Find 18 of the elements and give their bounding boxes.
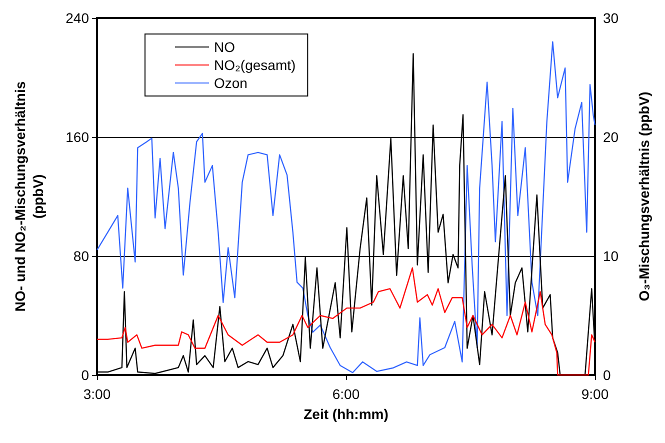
y-tick-label: 160	[66, 129, 90, 145]
y-tick-label: 80	[73, 248, 90, 264]
legend-label: NO₂(gesamt)	[214, 57, 296, 73]
y2-tick-label: 0	[603, 367, 611, 383]
y-tick-label: 0	[81, 367, 90, 383]
x-axis-title: Zeit (hh:mm)	[304, 406, 388, 422]
y2-axis-title: O₃-Mischungsverhältnis (ppbV)	[636, 92, 652, 302]
y-axis-title: NO- und NO₂-Mischungsverhältnis (ppbV)	[12, 81, 46, 312]
legend-label: Ozon	[214, 75, 248, 91]
x-tick-label: 9:00	[581, 386, 609, 402]
x-tick-label: 6:00	[332, 386, 360, 402]
x-tick-label: 3:00	[83, 386, 111, 402]
line-series	[96, 267, 596, 376]
y2-tick-label: 20	[603, 129, 619, 145]
y-tick-label: 240	[66, 10, 90, 26]
y2-tick-label: 10	[603, 248, 619, 264]
legend-label: NO	[214, 39, 236, 55]
y2-tick-label: 30	[603, 10, 619, 26]
